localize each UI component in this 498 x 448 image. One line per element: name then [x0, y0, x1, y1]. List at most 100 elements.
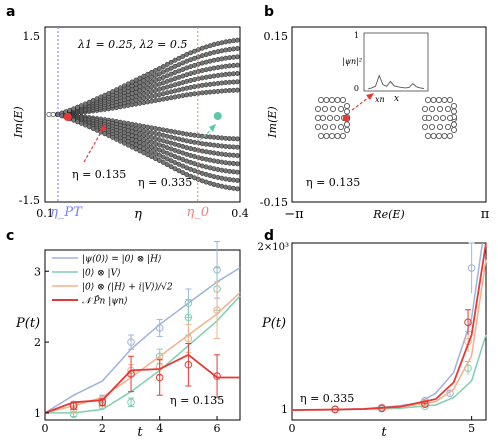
eigenvalue-point [164, 61, 170, 67]
eigenvalue-point [192, 84, 197, 90]
eigenvalue-point [46, 111, 52, 118]
eigenvalue-point [188, 78, 194, 83]
series-group-c [44, 241, 241, 419]
eigenvalue-point [164, 95, 170, 101]
spectrum-point [441, 97, 448, 104]
eigenvalue-point [176, 55, 182, 61]
series-line [44, 267, 241, 414]
series-line [44, 353, 240, 414]
eigenvalue-point [160, 69, 166, 75]
eigenvalue-point [234, 144, 240, 150]
eigenvalue-point [50, 111, 56, 118]
annotation-c: η = 0.135 [170, 394, 224, 407]
eigenvalue-point [188, 139, 194, 145]
inset-x-label: x [394, 94, 399, 104]
eigenvalue-point [141, 100, 147, 106]
data-marker [127, 338, 135, 346]
eigenvalue-point [203, 156, 209, 162]
eigenvalue-point [145, 152, 151, 158]
x-axis-label-c: t [137, 425, 143, 440]
data-marker [331, 405, 339, 414]
eigenvalue-point [153, 126, 158, 131]
spectrum-point [339, 132, 346, 139]
spectrum-point [323, 132, 330, 139]
data-marker [127, 398, 135, 407]
spectrum-point [314, 106, 321, 113]
spectrum-point [446, 97, 453, 104]
x-axis-label-b: Re(E) [372, 208, 404, 221]
eigenvalue-point [219, 48, 225, 54]
annotation-arrow [83, 126, 105, 163]
eigenvalue-point [156, 71, 162, 77]
eigenvalue-point [176, 168, 182, 174]
eigenvalue-point [211, 166, 217, 172]
legend-label: |ψ(0)⟩ = |0⟩ ⊗ |H⟩ [82, 254, 162, 265]
y-tick-label: 1 [34, 407, 41, 420]
spectrum-point [424, 132, 431, 139]
panel-a: η_PT η_0 λ1 = 0.25, λ2 = 0.5 Im(E) η 1.5 … [12, 26, 249, 222]
y-tick-label: 3 [34, 265, 41, 278]
eigenvalue-point [211, 182, 217, 187]
eigenvalue-point [234, 136, 240, 142]
eigenvalue-point [234, 71, 240, 76]
eigenvalue-point [211, 49, 217, 55]
eigenvalue-point [149, 154, 155, 160]
data-marker [421, 400, 429, 408]
eigenvalue-point [203, 67, 209, 73]
eigenvalue-point [188, 146, 194, 151]
y-tick-label: 1.5 [23, 30, 41, 43]
highlight-point [213, 112, 222, 120]
spectrum-point [317, 97, 324, 104]
eigenvalue-point [219, 167, 225, 173]
spectrum-point [421, 106, 428, 113]
eigenvalue-point [160, 160, 166, 165]
eigenvalue-point [234, 46, 240, 51]
branch-points-a [46, 37, 240, 192]
eigenvalue-point [156, 97, 162, 103]
eigenvalue-point [145, 71, 151, 77]
eigenvalue-point [145, 124, 151, 130]
spectrum-point [317, 132, 324, 139]
spectrum-point [446, 115, 453, 122]
spectrum-point [343, 127, 350, 134]
data-marker [155, 324, 164, 332]
spectrum-point [432, 115, 439, 122]
panel-b: 1 0 |ψn|² xxn Im(E) Re(E) 0.15 -0.15 −π π η… [260, 26, 490, 222]
data-marker [184, 313, 193, 322]
y-axis-label-b: Im(E) [266, 106, 279, 138]
eigenvalue-point [188, 84, 194, 90]
data-marker [184, 334, 193, 343]
eigenvalue-point [137, 100, 143, 106]
eigenvalue-point [215, 182, 221, 188]
legend-c: |ψ(0)⟩ = |0⟩ ⊗ |H⟩ |0⟩ ⊗ |V⟩ |0⟩ ⊗ (|H⟩ + … [52, 254, 173, 307]
eigenvalue-point [149, 125, 155, 131]
eigenvalue-point [160, 64, 166, 70]
data-marker [213, 306, 221, 315]
eigenvalue-point [192, 146, 197, 152]
eigenvalue-point [149, 69, 155, 75]
eigenvalue-point [137, 75, 143, 81]
eigenvalue-point [141, 123, 147, 129]
spectrum-point [424, 97, 431, 104]
eigenvalue-point [234, 37, 240, 43]
eigenvalue-point [172, 129, 178, 135]
eigenvalue-point [192, 77, 197, 83]
x-axis-label-a: η [134, 207, 142, 222]
panel-label-a: a [6, 4, 15, 20]
y-tick-label: -1.5 [19, 194, 40, 207]
eigenvalue-point [129, 144, 135, 150]
threshold-label: η_PT [50, 205, 83, 220]
spectrum-point [334, 97, 341, 104]
data-marker [464, 318, 472, 327]
eigenvalue-point [234, 169, 240, 175]
inset-y-tick: 1 [354, 31, 359, 40]
panel-d: 0 5 2×10³ 1 P(t) t η = 0.335 [258, 242, 487, 440]
arrow-head [100, 124, 107, 131]
spectrum-point [343, 103, 350, 110]
annotation-b: η = 0.135 [306, 176, 360, 189]
eigenvalue-point [172, 57, 178, 63]
data-marker [467, 264, 476, 272]
spectrum-point [436, 106, 443, 113]
eigenvalue-point [160, 127, 166, 133]
data-marker [184, 360, 193, 369]
